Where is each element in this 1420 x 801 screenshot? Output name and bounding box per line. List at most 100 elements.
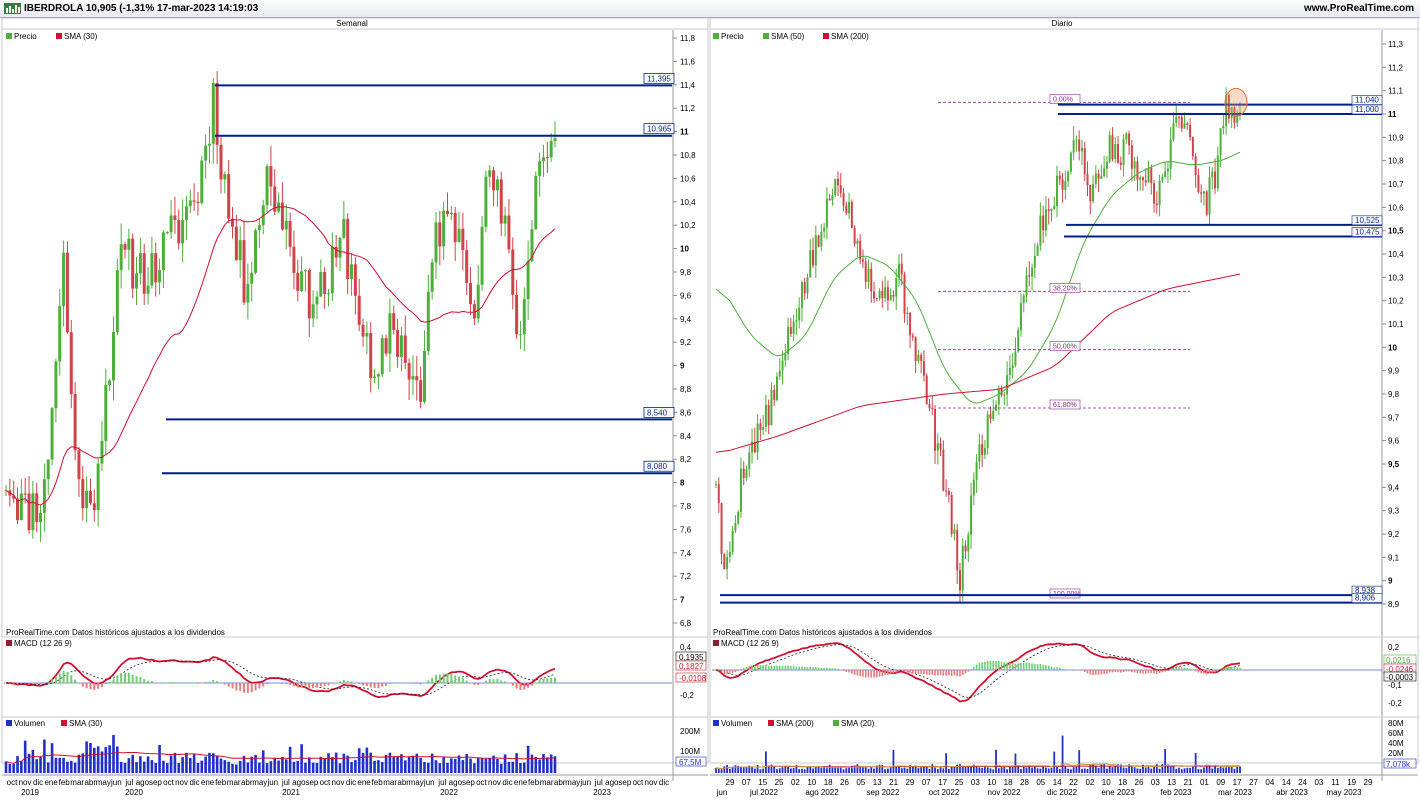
weekly-candle xyxy=(507,215,511,250)
daily-macd-histogram-bar xyxy=(1067,669,1069,671)
daily-macd-tick: -0,1 xyxy=(1388,681,1402,690)
weekly-candle xyxy=(384,338,388,354)
daily-macd-histogram-bar xyxy=(720,670,723,673)
weekly-macd-histogram-bar xyxy=(327,683,330,686)
daily-macd-histogram-bar xyxy=(839,669,842,671)
daily-candle xyxy=(1078,139,1081,152)
daily-volume-bar xyxy=(1067,768,1070,773)
daily-macd-histogram-bar xyxy=(986,660,989,670)
weekly-volume-bar xyxy=(23,740,27,773)
weekly-volume-tick: 200M xyxy=(680,727,700,736)
weekly-macd-histogram-bar xyxy=(511,683,514,686)
weekly-candle xyxy=(177,220,181,244)
weekly-volume-bar xyxy=(8,763,12,773)
daily-volume-bar xyxy=(1136,768,1139,773)
weekly-candle xyxy=(131,238,135,289)
chart-canvas[interactable]: Semanal Precio SMA (30) 11,8 11,6 11,4 11,2 11 1… xyxy=(0,18,1420,801)
weekly-macd-histogram-bar xyxy=(458,676,461,683)
daily-volume-bar xyxy=(784,765,787,773)
daily-candle xyxy=(753,441,756,453)
daily-macd-histogram-bar xyxy=(1147,670,1150,674)
weekly-volume-bar xyxy=(334,752,338,773)
weekly-macd-histogram-bar xyxy=(300,683,303,688)
weekly-candle xyxy=(492,170,496,191)
daily-macd-histogram-bar xyxy=(1214,670,1216,673)
daily-day-label: 26 xyxy=(1135,778,1144,787)
weekly-volume-bar xyxy=(246,762,250,773)
weekly-volume-bar xyxy=(403,760,407,773)
daily-volume-bar xyxy=(1108,766,1111,773)
weekly-volume-bar xyxy=(200,760,204,773)
daily-volume-bar xyxy=(920,767,923,773)
weekly-volume-bar xyxy=(89,743,92,773)
weekly-volume-bar xyxy=(119,761,123,773)
weekly-candle xyxy=(169,215,173,233)
daily-volume-bar xyxy=(1142,764,1144,773)
weekly-candle xyxy=(361,324,365,337)
daily-day-label: 02 xyxy=(1085,778,1094,787)
weekly-year-label: 2021 xyxy=(282,788,300,797)
daily-candle xyxy=(1194,156,1197,176)
weekly-macd-histogram-bar xyxy=(139,677,142,683)
daily-macd-histogram-bar xyxy=(892,670,895,674)
daily-day-label: 29 xyxy=(905,778,914,787)
daily-volume-bar xyxy=(1186,767,1189,773)
weekly-volume-bar xyxy=(542,753,545,773)
weekly-volume-bar xyxy=(4,761,8,773)
daily-candle xyxy=(1017,330,1020,352)
daily-volume-bar xyxy=(1180,769,1183,773)
weekly-volume-bar xyxy=(384,755,388,773)
weekly-volume-bar xyxy=(377,760,380,773)
weekly-candle xyxy=(46,459,50,480)
daily-macd-histogram-bar xyxy=(823,668,825,670)
weekly-macd-histogram-bar xyxy=(177,683,180,684)
daily-month-label: sep 2022 xyxy=(867,788,900,797)
daily-volume-bar xyxy=(873,768,875,773)
weekly-candle xyxy=(100,440,104,464)
weekly-price-tick-label: 8,2 xyxy=(680,455,692,464)
daily-macd-histogram-bar xyxy=(734,670,737,673)
weekly-month-label: oct xyxy=(476,778,487,787)
weekly-macd-histogram-bar xyxy=(546,678,549,683)
daily-macd-signal xyxy=(715,643,1241,698)
weekly-year-label: 2023 xyxy=(593,788,611,797)
daily-candle xyxy=(1080,147,1083,152)
daily-volume-tick: 20M xyxy=(1388,749,1404,758)
weekly-volume-bar xyxy=(146,756,150,773)
daily-fib-label: 50,00% xyxy=(1053,344,1077,351)
daily-volume-bar xyxy=(1036,768,1039,773)
weekly-macd-histogram-bar xyxy=(323,683,326,686)
weekly-macd-histogram-bar xyxy=(523,683,526,690)
daily-volume-legend-swatch xyxy=(833,720,839,726)
daily-candle xyxy=(947,490,950,495)
daily-candle xyxy=(1225,95,1228,126)
weekly-candle xyxy=(62,252,66,307)
weekly-month-label: ago xyxy=(449,778,463,787)
daily-macd-histogram-bar xyxy=(828,667,831,670)
daily-legend-label: SMA (50) xyxy=(771,32,805,41)
daily-macd-histogram-bar xyxy=(715,670,717,671)
weekly-candle xyxy=(54,361,58,409)
weekly-volume-bar xyxy=(480,758,484,773)
daily-macd-histogram-bar xyxy=(787,665,789,670)
weekly-candle xyxy=(515,294,519,335)
weekly-month-label: jun xyxy=(110,778,122,787)
daily-candle xyxy=(803,282,806,294)
weekly-candle xyxy=(449,212,453,214)
instrument-title: IBERDROLA 10,905 (-1,31% 17-mar-2023 14:… xyxy=(24,3,259,14)
weekly-volume-bar xyxy=(215,756,219,773)
daily-candle xyxy=(739,468,742,512)
daily-day-label: 18 xyxy=(824,778,833,787)
weekly-volume-bar xyxy=(288,746,292,773)
daily-candle xyxy=(1161,176,1164,181)
daily-volume-bar xyxy=(1205,764,1208,773)
weekly-candle xyxy=(334,246,338,258)
daily-candle xyxy=(889,294,892,301)
weekly-candle xyxy=(154,253,158,283)
daily-candle xyxy=(1072,140,1075,153)
weekly-macd-histogram-bar xyxy=(481,683,484,684)
daily-candle xyxy=(720,503,723,555)
daily-volume-bar xyxy=(1011,765,1014,773)
weekly-candle xyxy=(250,272,254,284)
daily-macd-histogram-bar xyxy=(756,664,759,670)
